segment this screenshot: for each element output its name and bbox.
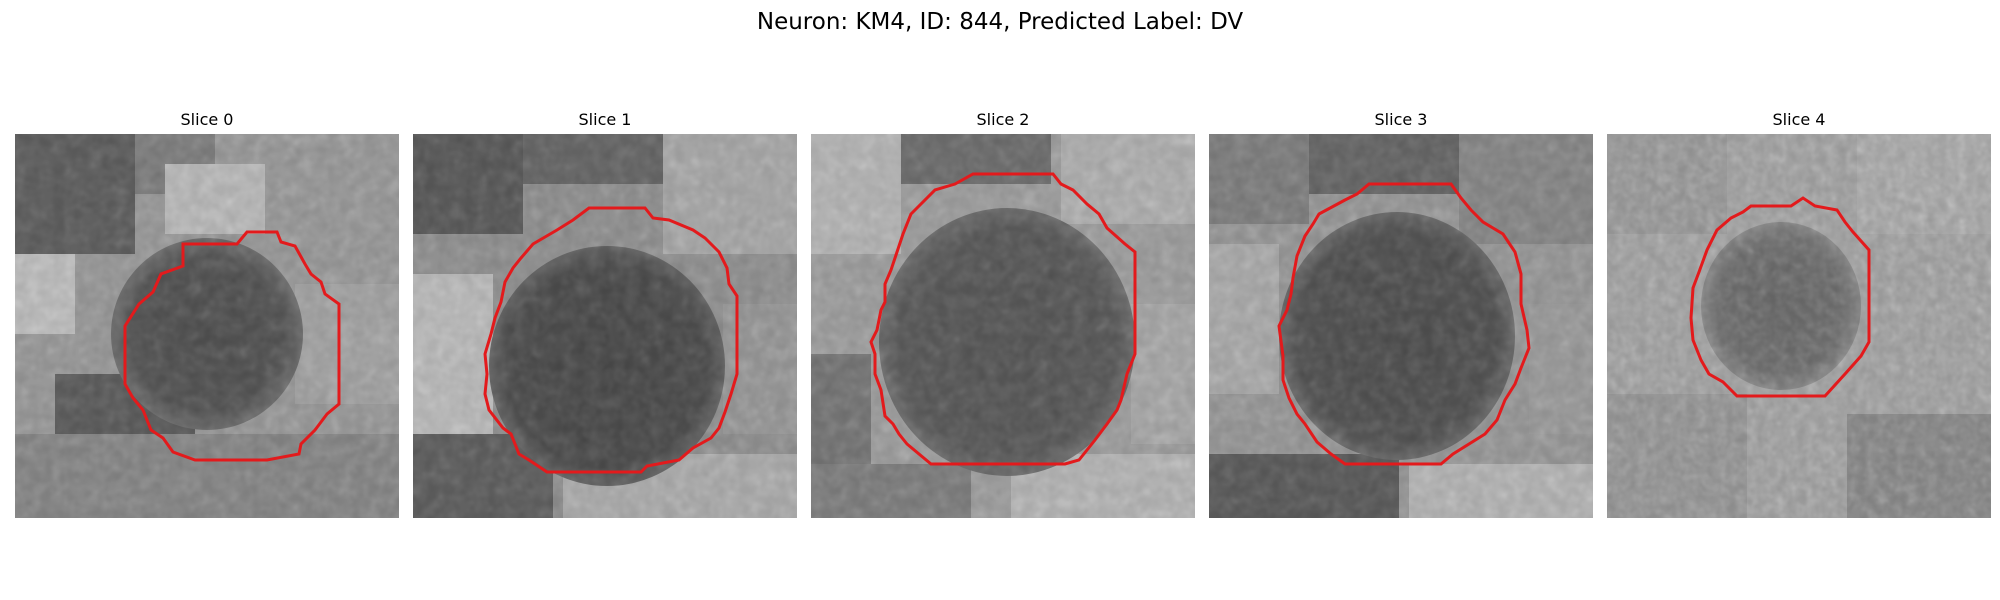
slice-title-1: Slice 1 bbox=[578, 110, 632, 129]
slice-image-2 bbox=[811, 134, 1195, 518]
cell-contour-2 bbox=[869, 172, 1137, 466]
slice-panel-2: Slice 2 bbox=[811, 108, 1195, 518]
cell-contour-1 bbox=[483, 206, 739, 474]
slice-panel-4: Slice 4 bbox=[1607, 108, 1991, 518]
cell-contour-3 bbox=[1277, 182, 1531, 466]
slice-title-4: Slice 4 bbox=[1772, 110, 1826, 129]
slice-panel-1: Slice 1 bbox=[413, 108, 797, 518]
slice-image-0 bbox=[15, 134, 399, 518]
slice-title-3: Slice 3 bbox=[1374, 110, 1428, 129]
slice-image-3 bbox=[1209, 134, 1593, 518]
slice-title-0: Slice 0 bbox=[180, 110, 234, 129]
cell-contour-0 bbox=[123, 230, 341, 462]
figure-title: Neuron: KM4, ID: 844, Predicted Label: D… bbox=[756, 9, 1244, 35]
slice-title-2: Slice 2 bbox=[976, 110, 1030, 129]
cell-contour-4 bbox=[1689, 196, 1871, 398]
slice-panel-3: Slice 3 bbox=[1209, 108, 1593, 518]
slice-image-1 bbox=[413, 134, 797, 518]
slice-image-4 bbox=[1607, 134, 1991, 518]
slice-panel-0: Slice 0 bbox=[15, 108, 399, 518]
